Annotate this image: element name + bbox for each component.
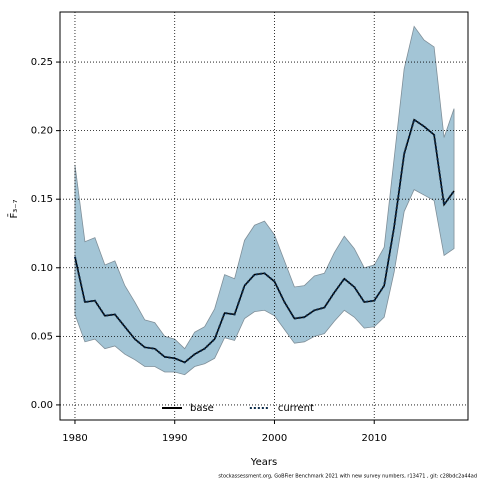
confidence-band <box>74 25 455 376</box>
x-axis-label: Years <box>250 457 277 468</box>
footer: stockassessment.org, GoBFier Benchmark 2… <box>218 474 477 480</box>
x-tick-label: 1990 <box>162 433 187 444</box>
y-tick-label: 0.10 <box>31 263 53 274</box>
plot-frame <box>59 11 469 421</box>
x-tick-label: 2010 <box>362 433 387 444</box>
y-tick-label: 0.05 <box>31 331 53 342</box>
x-tick-label: 1980 <box>62 433 87 444</box>
x-tick-label: 2000 <box>262 433 287 444</box>
y-tick-label: 0.25 <box>31 57 53 68</box>
legend-label: base <box>190 403 214 414</box>
series-line <box>73 118 455 364</box>
y-tick-label: 0.00 <box>31 400 53 411</box>
legend-label: current <box>278 403 314 414</box>
y-tick-label: 0.15 <box>31 194 53 205</box>
y-tick-label: 0.20 <box>31 126 53 137</box>
y-axis-label: F̄₃₋₇ <box>7 199 20 218</box>
